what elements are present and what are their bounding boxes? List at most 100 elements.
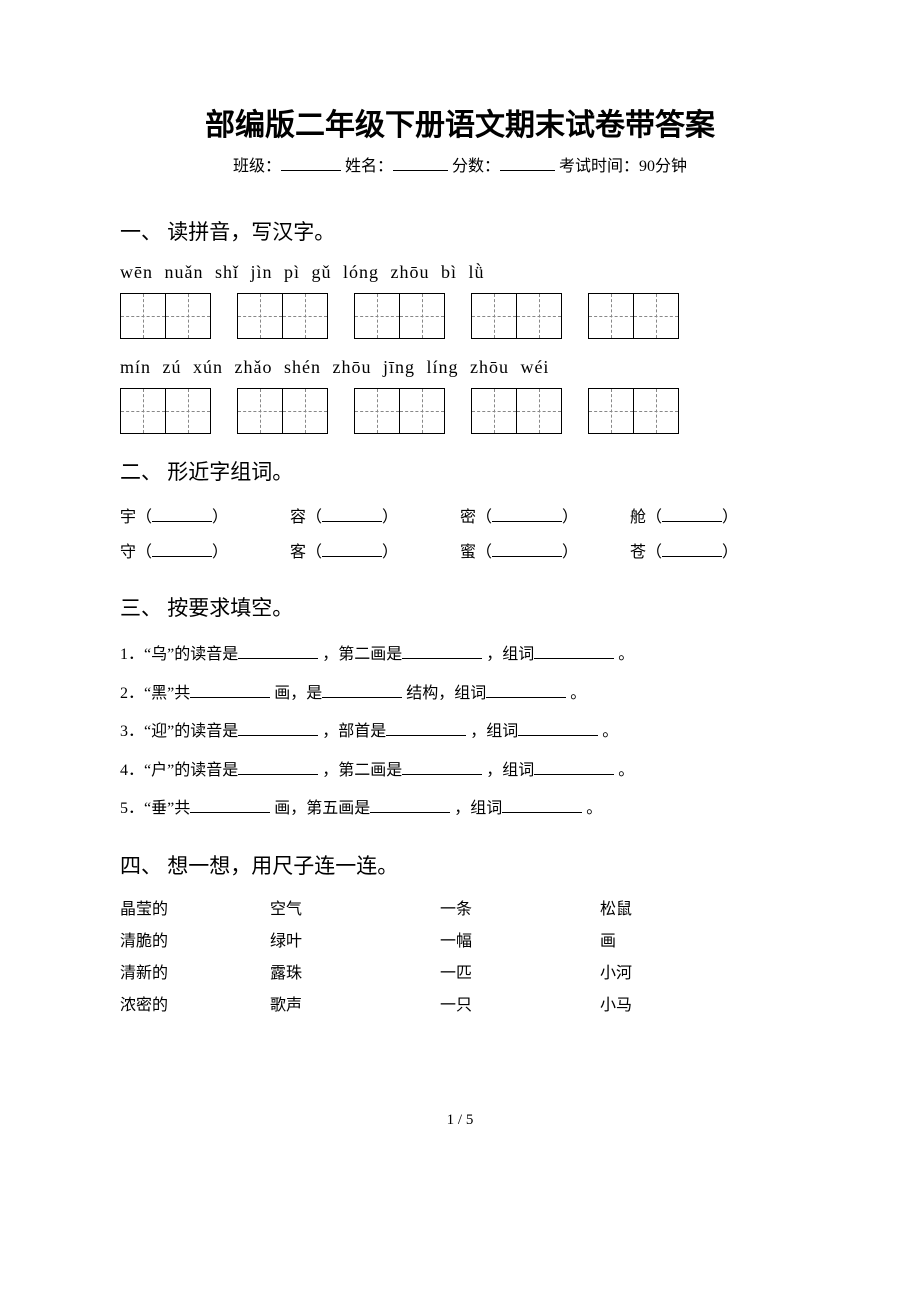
q3-blank[interactable]: [518, 718, 598, 737]
q3-blank[interactable]: [486, 679, 566, 698]
q2-blank[interactable]: [152, 539, 212, 558]
q3-blank[interactable]: [402, 641, 482, 660]
score-blank[interactable]: [500, 152, 555, 171]
q4-cell: 画: [600, 926, 720, 958]
q3-blank[interactable]: [238, 756, 318, 775]
tian-pair[interactable]: [120, 293, 211, 339]
paren-close: ）: [722, 509, 738, 526]
q2-char: 蜜（: [460, 544, 492, 561]
q4-cell: 空气: [270, 894, 440, 926]
page: 部编版二年级下册语文期末试卷带答案 班级： 姓名： 分数： 考试时间：90分钟 …: [0, 0, 920, 1189]
q2-char: 容（: [290, 509, 322, 526]
paren-close: ）: [722, 544, 738, 561]
q3-blank[interactable]: [322, 679, 402, 698]
tian-pair[interactable]: [354, 388, 445, 434]
q4-cell: 清新的: [120, 958, 270, 990]
q3-blank[interactable]: [534, 756, 614, 775]
q4-cell: 松鼠: [600, 894, 720, 926]
tian-pair[interactable]: [120, 388, 211, 434]
q3-blank[interactable]: [402, 756, 482, 775]
q3-text: 5．“垂”共: [120, 800, 190, 817]
q3-item: 2．“黑”共 画，是 结构，组词 。: [120, 675, 800, 713]
paren-close: ）: [562, 509, 578, 526]
q2-blank[interactable]: [662, 539, 722, 558]
tian-boxes-row-1: [120, 293, 800, 339]
name-blank[interactable]: [393, 152, 448, 171]
q2-char: 舱（: [630, 509, 662, 526]
student-info-line: 班级： 姓名： 分数： 考试时间：90分钟: [120, 152, 800, 176]
tian-pair[interactable]: [471, 388, 562, 434]
section-4-heading: 四、 想一想，用尺子连一连。: [120, 850, 800, 880]
q2-blank[interactable]: [492, 539, 562, 558]
page-title: 部编版二年级下册语文期末试卷带答案: [120, 100, 800, 144]
tian-pair[interactable]: [237, 388, 328, 434]
q3-text: 画，第五画是: [274, 800, 370, 817]
q3-text: ，第二画是: [322, 762, 402, 779]
q4-cell: 晶莹的: [120, 894, 270, 926]
q4-cell: 一条: [440, 894, 600, 926]
q4-cell: 露珠: [270, 958, 440, 990]
q2-row: 宇（） 容（） 密（） 舱（）: [120, 500, 800, 535]
q3-text: ，组词: [486, 762, 534, 779]
q3-item: 4．“户”的读音是 ，第二画是 ，组词 。: [120, 752, 800, 790]
name-label: 姓名：: [345, 158, 393, 175]
q2-char: 守（: [120, 544, 152, 561]
q4-row: 浓密的 歌声 一只 小马: [120, 990, 800, 1022]
q3-text: ，组词: [486, 646, 534, 663]
section-1-heading: 一、 读拼音，写汉字。: [120, 216, 800, 246]
pinyin-row-1: wēn nuǎn shǐ jìn pì gǔ lóng zhōu bì lǜ: [120, 262, 800, 283]
class-blank[interactable]: [281, 152, 341, 171]
q2-blank[interactable]: [322, 539, 382, 558]
q3-text: 。: [618, 762, 634, 779]
q3-text: 。: [618, 646, 634, 663]
paren-close: ）: [382, 509, 398, 526]
q2-blank[interactable]: [662, 503, 722, 522]
q2-blank[interactable]: [152, 503, 212, 522]
q3-blank[interactable]: [502, 794, 582, 813]
q4-cell: 绿叶: [270, 926, 440, 958]
q2-char: 苍（: [630, 544, 662, 561]
q3-blank[interactable]: [190, 794, 270, 813]
q2-char: 密（: [460, 509, 492, 526]
q4-cell: 小河: [600, 958, 720, 990]
q3-text: 1．“乌”的读音是: [120, 646, 238, 663]
paren-close: ）: [562, 544, 578, 561]
paren-close: ）: [212, 509, 228, 526]
section-2-heading: 二、 形近字组词。: [120, 456, 800, 486]
q4-row: 晶莹的 空气 一条 松鼠: [120, 894, 800, 926]
q3-blank[interactable]: [238, 641, 318, 660]
q3-blank[interactable]: [534, 641, 614, 660]
tian-pair[interactable]: [471, 293, 562, 339]
pinyin-row-2: mín zú xún zhǎo shén zhōu jīng líng zhōu…: [120, 357, 800, 378]
tian-pair[interactable]: [588, 388, 679, 434]
tian-pair[interactable]: [588, 293, 679, 339]
q2-blank[interactable]: [492, 503, 562, 522]
tian-pair[interactable]: [354, 293, 445, 339]
q3-blank[interactable]: [238, 718, 318, 737]
q3-text: ，第二画是: [322, 646, 402, 663]
section-3-heading: 三、 按要求填空。: [120, 592, 800, 622]
q3-blank[interactable]: [386, 718, 466, 737]
q4-cell: 一匹: [440, 958, 600, 990]
class-label: 班级：: [233, 158, 281, 175]
q4-cell: 歌声: [270, 990, 440, 1022]
tian-boxes-row-2: [120, 388, 800, 434]
q3-text: ，部首是: [322, 723, 386, 740]
q3-text: 。: [602, 723, 618, 740]
q4-cell: 浓密的: [120, 990, 270, 1022]
section-2-body: 宇（） 容（） 密（） 舱（） 守（） 客（） 蜜（） 苍（）: [120, 500, 800, 570]
q3-text: ，组词: [454, 800, 502, 817]
q3-text: 3．“迎”的读音是: [120, 723, 238, 740]
q4-cell: 一幅: [440, 926, 600, 958]
q2-blank[interactable]: [322, 503, 382, 522]
q3-blank[interactable]: [190, 679, 270, 698]
q3-text: 结构，组词: [406, 685, 486, 702]
q3-blank[interactable]: [370, 794, 450, 813]
tian-pair[interactable]: [237, 293, 328, 339]
q3-text: 4．“户”的读音是: [120, 762, 238, 779]
q3-item: 1．“乌”的读音是 ，第二画是 ，组词 。: [120, 636, 800, 674]
q3-text: 。: [570, 685, 586, 702]
q3-item: 3．“迎”的读音是 ，部首是 ，组词 。: [120, 713, 800, 751]
time-label: 考试时间：90分钟: [559, 158, 687, 175]
section-4-body: 晶莹的 空气 一条 松鼠 清脆的 绿叶 一幅 画 清新的 露珠 一匹 小河 浓密…: [120, 894, 800, 1022]
